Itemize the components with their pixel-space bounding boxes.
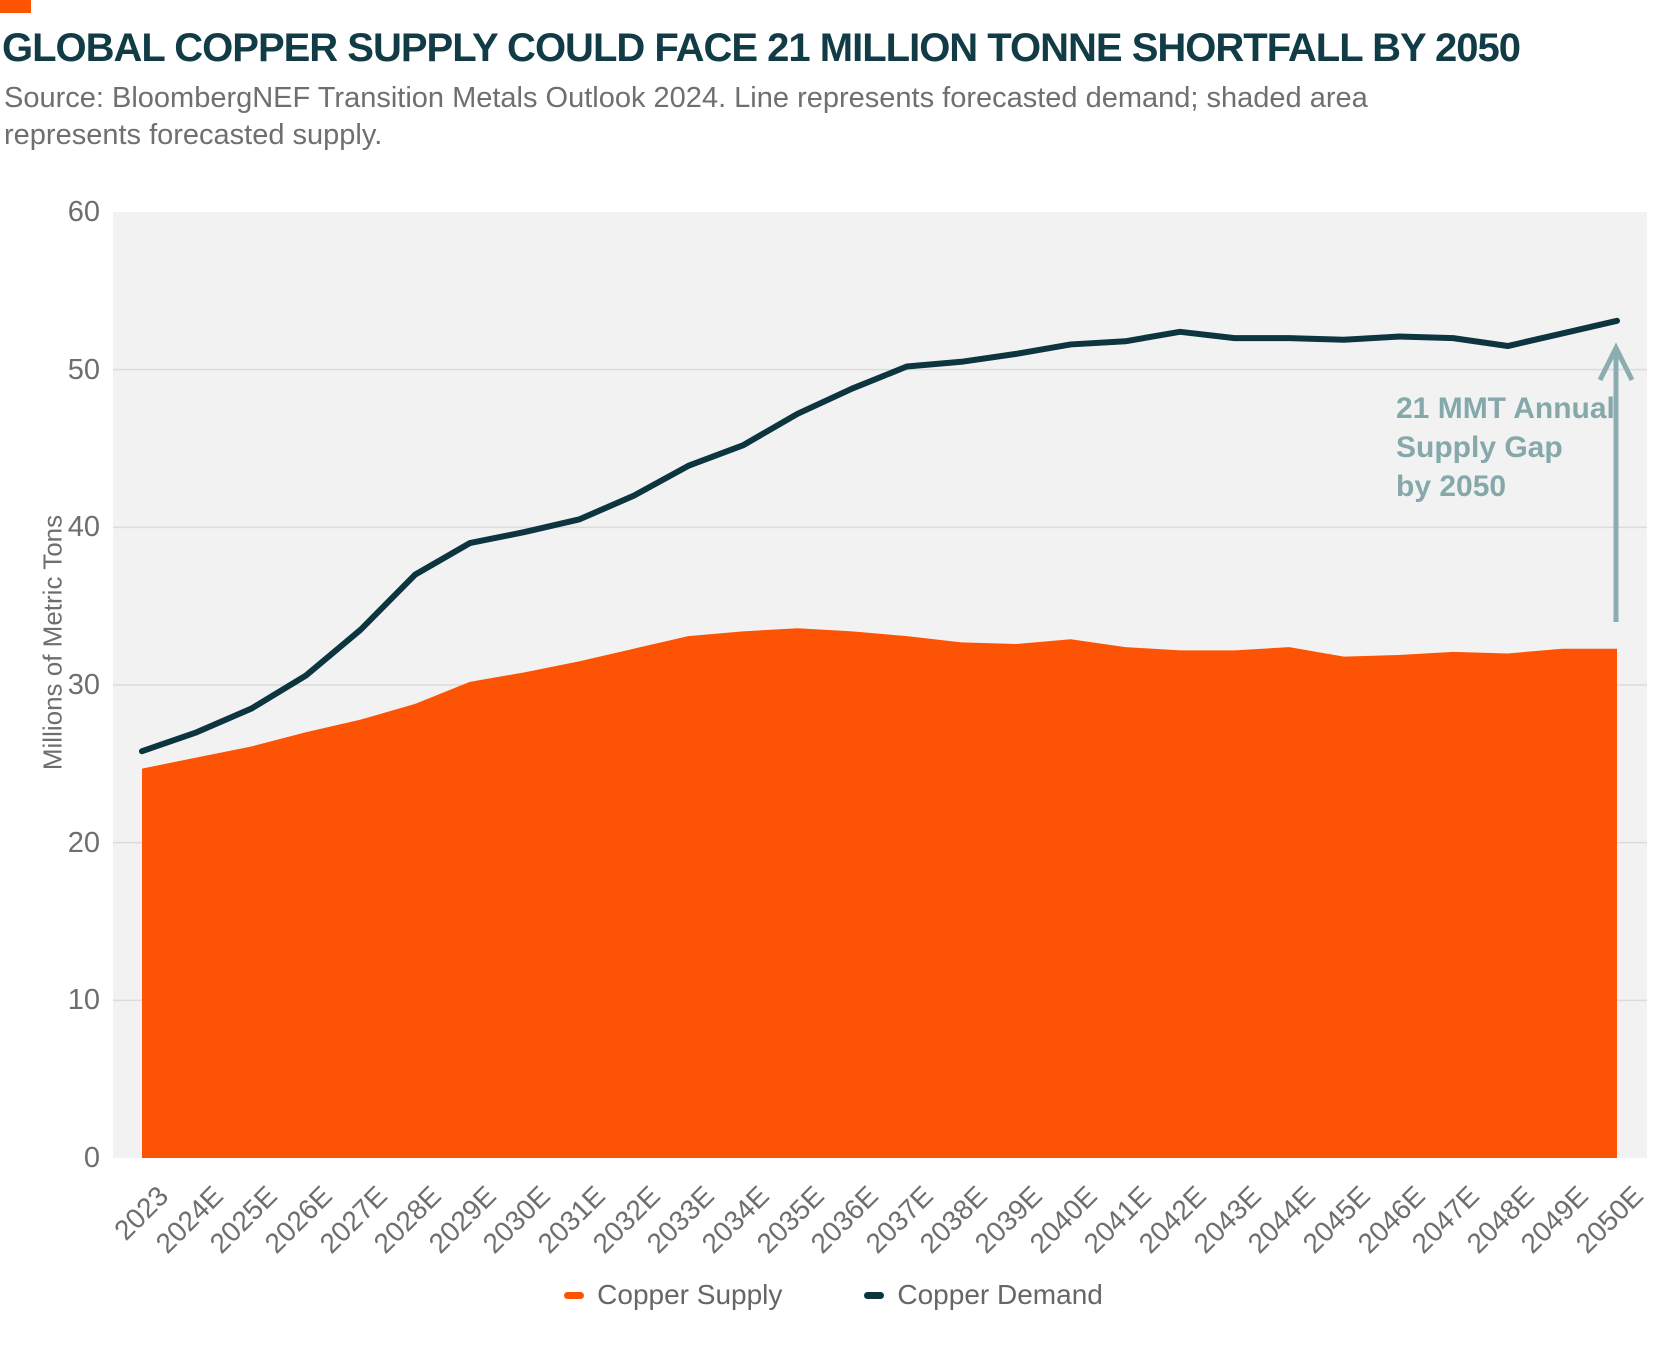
copper-supply-demand-chart	[113, 212, 1647, 1158]
y-tick-label-60: 60	[67, 196, 100, 228]
y-tick-label-20: 20	[67, 826, 100, 859]
chart-plot-area	[113, 212, 1647, 1158]
copper-demand-swatch-icon	[864, 1291, 885, 1299]
copper-demand-line	[139, 317, 1620, 755]
supply-gap-arrow-head	[1597, 342, 1635, 382]
legend-label-copper-supply: Copper Supply	[597, 1279, 783, 1310]
annotation-line-3: by 2050	[1396, 470, 1507, 503]
supply-gap-annotation: 21 MMT Annual Supply Gap by 2050	[1396, 389, 1615, 506]
annotation-line-2: Supply Gap	[1396, 431, 1563, 464]
chart-legend: Copper Supply Copper Demand	[0, 1279, 1667, 1311]
y-tick-label-50: 50	[67, 353, 100, 386]
y-tick-label-0: 0	[83, 1142, 100, 1174]
logo-orange-mark	[0, 0, 31, 13]
y-tick-label-40: 40	[67, 511, 100, 544]
annotation-line-1: 21 MMT Annual	[1396, 392, 1615, 425]
page-title: GLOBAL COPPER SUPPLY COULD FACE 21 MILLI…	[2, 26, 1521, 70]
y-axis-title: Millions of Metric Tons	[37, 514, 68, 771]
source-note: Source: BloombergNEF Transition Metals O…	[4, 82, 1368, 151]
y-tick-label-10: 10	[67, 984, 100, 1017]
y-tick-label-30: 30	[67, 669, 100, 701]
legend-item-copper-demand: Copper Demand	[864, 1279, 1103, 1311]
legend-item-copper-supply: Copper Supply	[564, 1279, 782, 1311]
copper-supply-area	[142, 628, 1617, 1158]
copper-supply-swatch-icon	[564, 1291, 585, 1299]
legend-label-copper-demand: Copper Demand	[897, 1279, 1103, 1310]
